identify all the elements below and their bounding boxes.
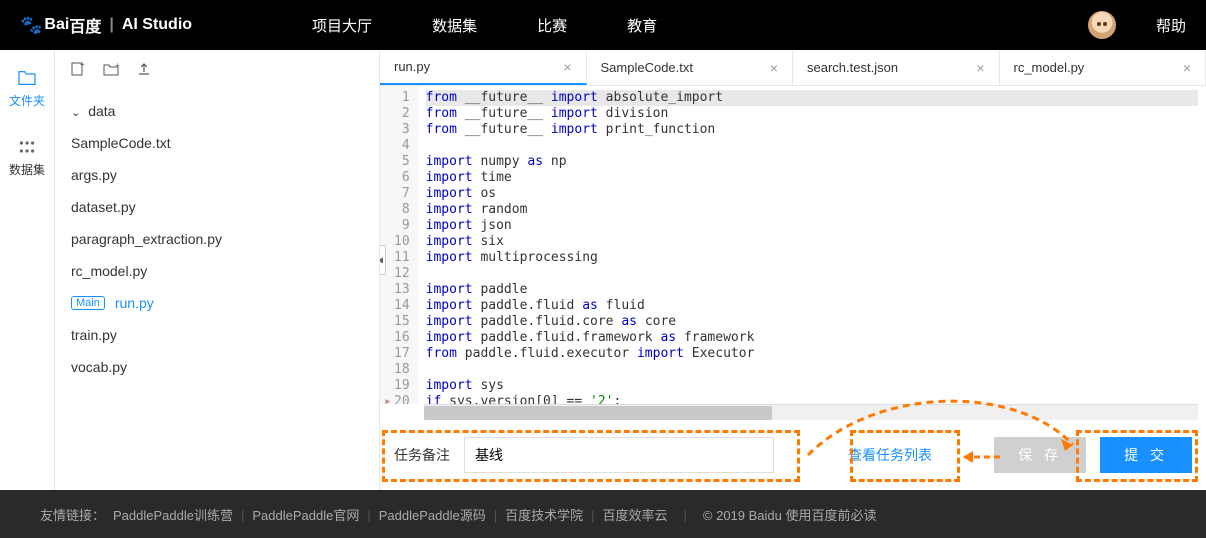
upload-icon[interactable] [137, 62, 151, 79]
topbar-right: 帮助 [1088, 11, 1186, 39]
tree-file-label: run.py [115, 295, 154, 311]
file-toolbar: + + [55, 50, 379, 91]
tree-file[interactable]: SampleCode.txt [55, 127, 379, 159]
rail-dataset[interactable]: 数据集 [9, 139, 45, 178]
close-icon[interactable]: × [1183, 60, 1191, 76]
tree-file[interactable]: rc_model.py [55, 255, 379, 287]
editor-tab[interactable]: run.py × [380, 50, 587, 85]
svg-text:+: + [80, 62, 85, 69]
footer-link[interactable]: PaddlePaddle源码 [379, 508, 486, 523]
close-icon[interactable]: × [770, 60, 778, 76]
nav-datasets[interactable]: 数据集 [432, 15, 477, 36]
tab-label: search.test.json [807, 60, 898, 75]
logo-text-1: Bai [44, 16, 69, 34]
main: 文件夹 数据集 + + data SampleCode.txtargs.pyda… [0, 50, 1206, 490]
code-content[interactable]: from __future__ import absolute_importfr… [418, 86, 1206, 404]
view-task-list-link[interactable]: 查看任务列表 [848, 445, 932, 465]
editor-tab[interactable]: SampleCode.txt × [587, 50, 794, 85]
svg-text:+: + [115, 62, 119, 70]
rail-files-label: 文件夹 [9, 92, 45, 109]
nav-projects[interactable]: 项目大厅 [312, 15, 372, 36]
file-tree: data SampleCode.txtargs.pydataset.pypara… [55, 91, 379, 387]
editor-tab[interactable]: rc_model.py × [1000, 50, 1206, 85]
tab-label: rc_model.py [1014, 60, 1085, 75]
tree-file[interactable]: train.py [55, 319, 379, 351]
close-icon[interactable]: × [563, 59, 571, 75]
tree-file[interactable]: paragraph_extraction.py [55, 223, 379, 255]
editor-tabs: run.py×SampleCode.txt×search.test.json×r… [380, 50, 1206, 86]
horizontal-scrollbar[interactable] [424, 404, 1198, 420]
editor-tab[interactable]: search.test.json × [793, 50, 1000, 85]
paw-icon: 🐾 [20, 15, 42, 36]
footer-link[interactable]: 百度效率云 [603, 508, 668, 523]
main-badge: Main [71, 296, 105, 310]
task-bar: 任务备注 查看任务列表 保 存 提 交 [380, 420, 1206, 490]
tab-label: run.py [394, 59, 430, 74]
save-button[interactable]: 保 存 [994, 437, 1086, 473]
code-editor[interactable]: ◀ 1234567891011121314151617181920▸212223… [380, 86, 1206, 404]
close-icon[interactable]: × [976, 60, 984, 76]
sidebar-rail: 文件夹 数据集 [0, 50, 55, 490]
topbar: 🐾 Bai 百度 | AI Studio 项目大厅 数据集 比赛 教育 帮助 [0, 0, 1206, 50]
footer-copyright: © 2019 Baidu 使用百度前必读 [703, 505, 877, 524]
gutter-handle[interactable]: ◀ [380, 245, 386, 275]
submit-button[interactable]: 提 交 [1100, 437, 1192, 473]
tree-file[interactable]: args.py [55, 159, 379, 191]
folder-icon [17, 70, 37, 86]
logo-product: AI Studio [122, 16, 192, 34]
footer-label: 友情链接： [40, 505, 105, 524]
footer-link[interactable]: 百度技术学院 [505, 508, 583, 523]
logo-separator: | [109, 16, 113, 34]
file-panel: + + data SampleCode.txtargs.pydataset.py… [55, 50, 380, 490]
logo[interactable]: 🐾 Bai 百度 | AI Studio [20, 13, 192, 37]
rail-dataset-label: 数据集 [9, 161, 45, 178]
task-note-input[interactable] [464, 437, 774, 473]
rail-files[interactable]: 文件夹 [9, 70, 45, 109]
avatar[interactable] [1088, 11, 1116, 39]
footer-link[interactable]: PaddlePaddle训练营 [113, 508, 233, 523]
tab-label: SampleCode.txt [601, 60, 694, 75]
tree-file-run[interactable]: Main run.py [55, 287, 379, 319]
dataset-icon [17, 139, 37, 155]
footer: 友情链接： PaddlePaddle训练营|PaddlePaddle官网|Pad… [0, 490, 1206, 538]
nav-competition[interactable]: 比赛 [537, 15, 567, 36]
editor-area: run.py×SampleCode.txt×search.test.json×r… [380, 50, 1206, 490]
new-folder-icon[interactable]: + [103, 62, 119, 79]
tree-folder-data[interactable]: data [55, 95, 379, 127]
scrollbar-thumb[interactable] [424, 406, 772, 420]
top-nav: 项目大厅 数据集 比赛 教育 [312, 15, 657, 36]
task-note-label: 任务备注 [394, 445, 450, 465]
logo-text-2: 百度 [69, 13, 101, 37]
tree-file[interactable]: dataset.py [55, 191, 379, 223]
tree-file[interactable]: vocab.py [55, 351, 379, 383]
help-link[interactable]: 帮助 [1156, 15, 1186, 36]
new-file-icon[interactable]: + [71, 62, 85, 79]
nav-education[interactable]: 教育 [627, 15, 657, 36]
footer-link[interactable]: PaddlePaddle官网 [252, 508, 359, 523]
